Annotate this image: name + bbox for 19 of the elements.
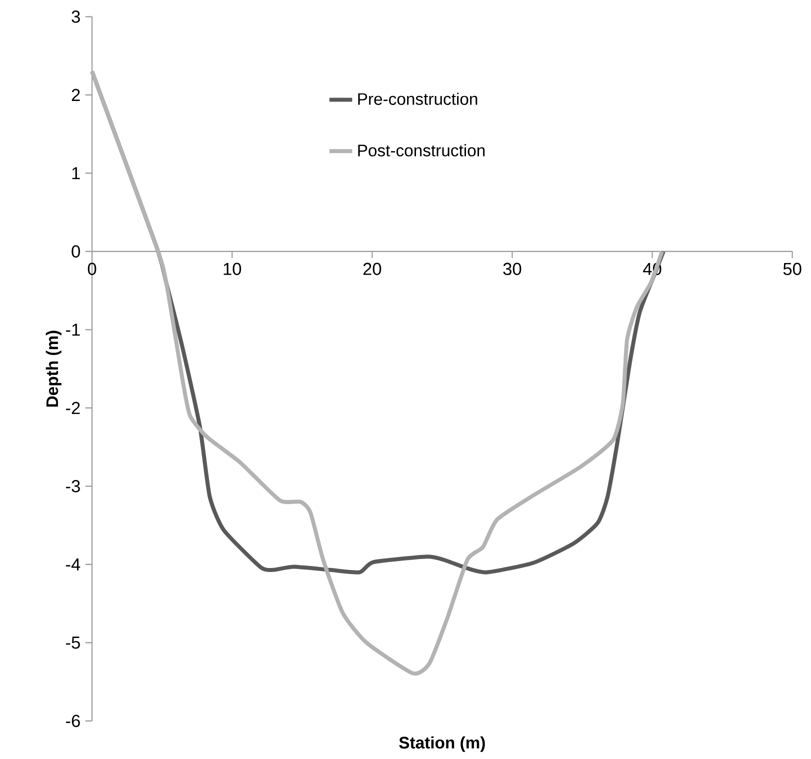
x-axis-title: Station (m) [399,736,485,752]
y-tick-label: -4 [66,558,80,570]
y-tick-label: 3 [72,10,80,23]
y-axis-title: Depth (m) [46,330,62,407]
x-tick-label: 20 [363,262,382,276]
y-tick-label: -6 [66,714,80,728]
x-tick-label: 30 [503,262,522,276]
x-tick-label: 10 [224,262,242,276]
legend-label: Pre-construction [358,92,478,105]
legend-label: Post-construction [358,144,485,156]
y-tick-label: -3 [66,480,80,492]
x-tick-label: 50 [783,262,802,276]
y-tick-label: 0 [72,245,80,258]
y-tick-label: 2 [72,88,80,101]
y-tick-label: -2 [66,402,80,414]
y-tick-label: -1 [66,324,80,336]
y-tick-label: -5 [66,636,80,649]
y-tick-label: 1 [72,167,80,180]
x-tick-label: 0 [88,262,96,276]
